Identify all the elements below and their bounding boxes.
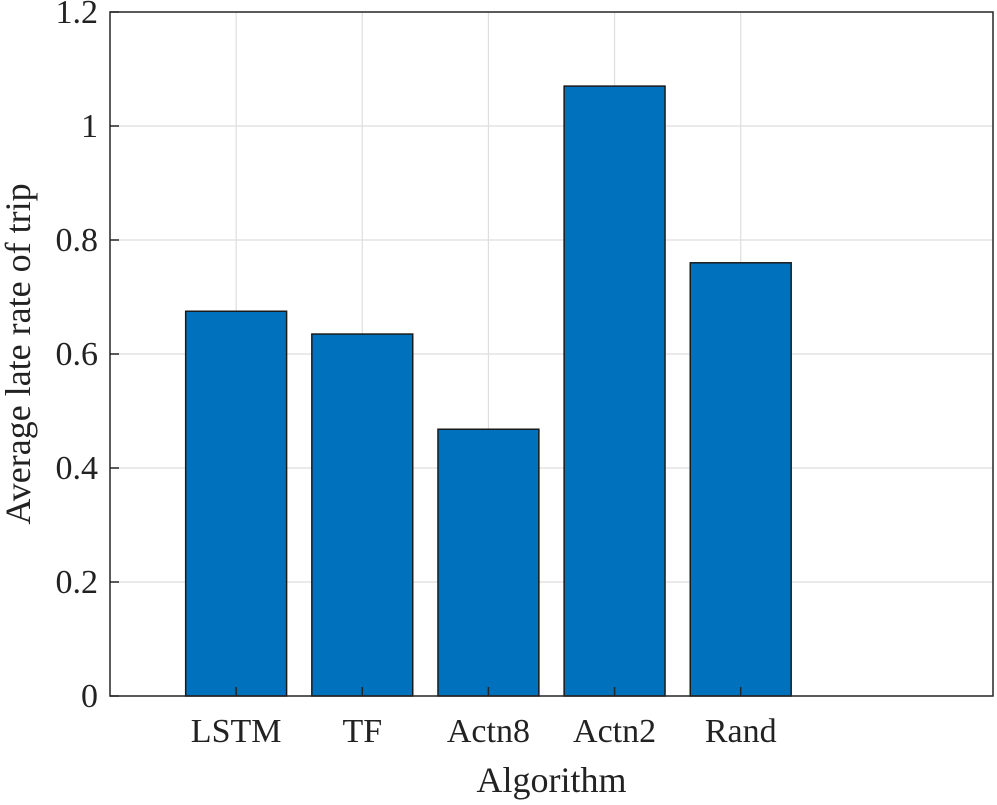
x-tick-label: LSTM	[191, 713, 282, 750]
bar-rand	[689, 262, 792, 697]
y-tick-label: 0.2	[56, 564, 99, 601]
x-tick-label: Actn2	[573, 713, 656, 750]
x-tick-label: TF	[342, 713, 382, 750]
bar-lstm	[184, 310, 288, 697]
bar-tf	[311, 333, 414, 697]
x-tick-label: Actn8	[447, 713, 530, 750]
y-tick-label: 1.2	[56, 0, 99, 31]
x-axis-label: Algorithm	[477, 760, 627, 800]
bars	[184, 85, 792, 697]
y-tick-label: 0	[81, 678, 98, 715]
y-tick-label: 1	[81, 108, 98, 145]
x-tick-label: Rand	[705, 713, 777, 750]
y-tick-label: 0.8	[56, 222, 99, 259]
bar-actn2	[563, 85, 666, 697]
y-axis: 0 0.2 0.4 0.6 0.8 1 1.2	[56, 0, 119, 715]
y-tick-label: 0.6	[56, 336, 99, 373]
y-axis-label: Average late rate of trip	[0, 183, 38, 524]
bar-actn8	[437, 428, 540, 697]
x-axis: LSTM TF Actn8 Actn2 Rand	[191, 687, 777, 750]
y-tick-label: 0.4	[56, 450, 99, 487]
